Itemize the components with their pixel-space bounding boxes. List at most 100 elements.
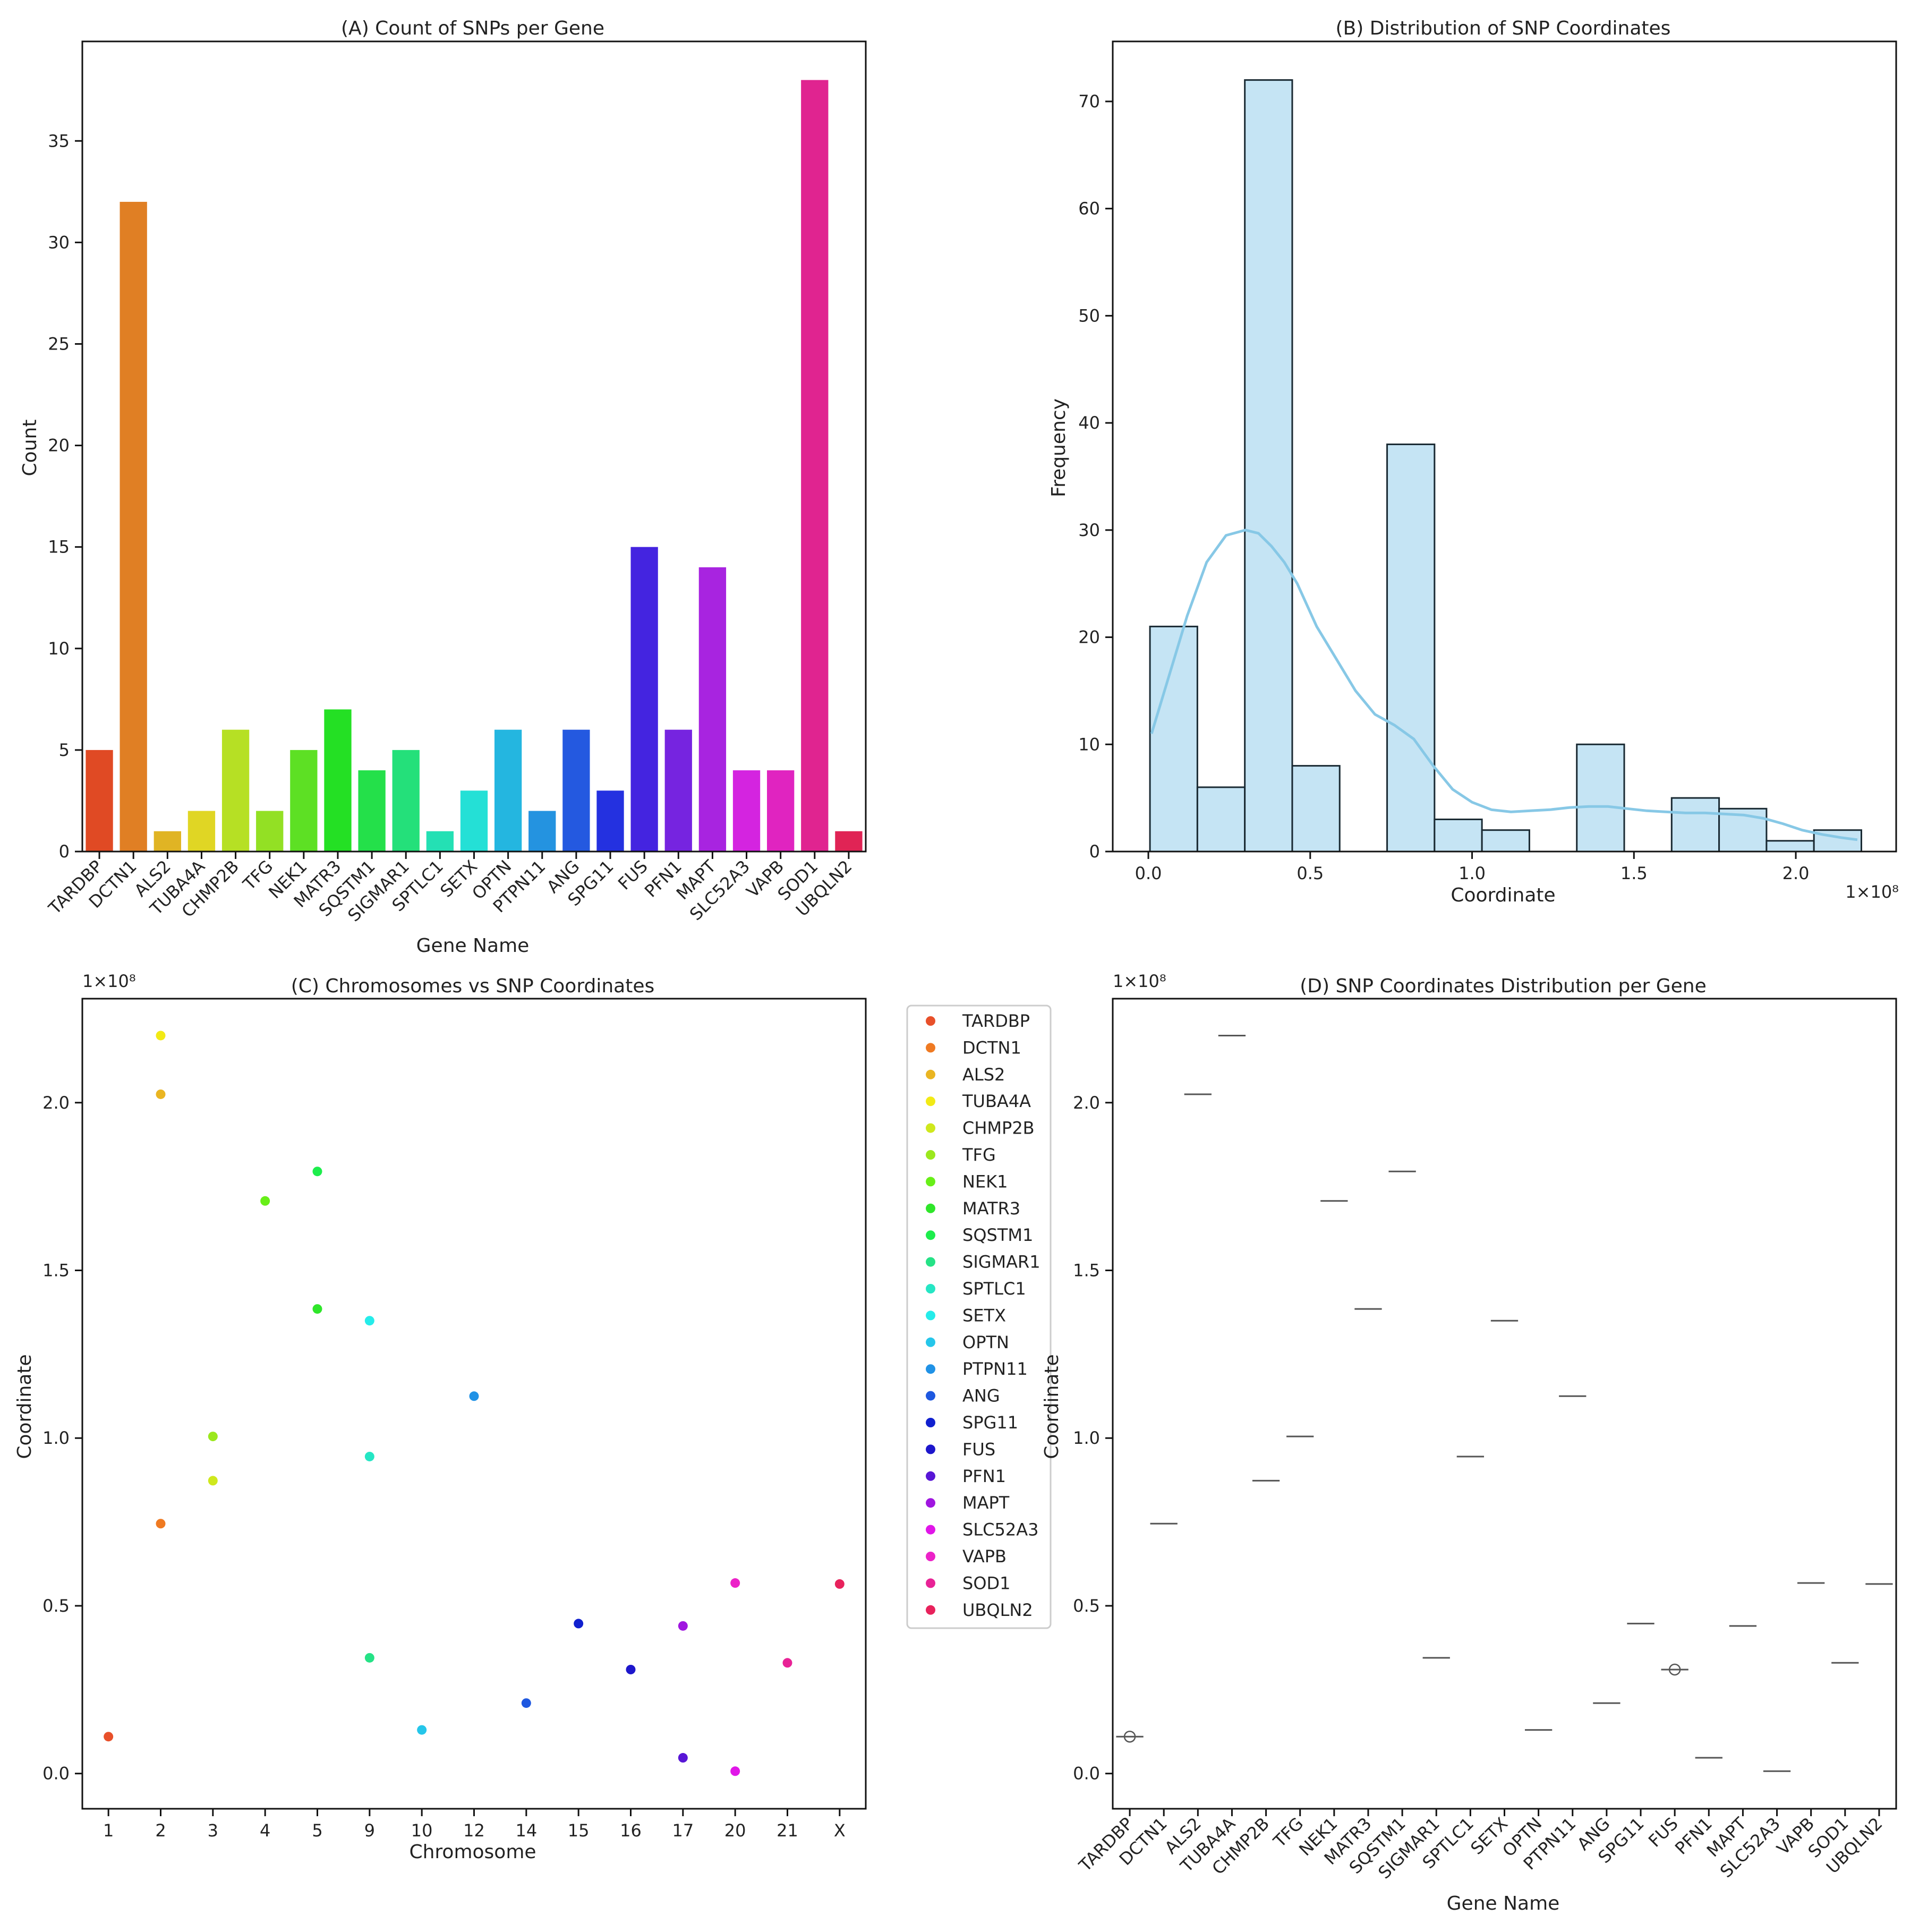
legend-marker <box>926 1552 935 1561</box>
x-tick-label: 14 <box>515 1820 537 1841</box>
bar-nek1 <box>290 750 318 852</box>
bar-spg11 <box>596 790 624 852</box>
legend-label: ALS2 <box>962 1065 1005 1085</box>
panel-c-legend: TARDBP DCTN1 ALS2 TUBA4A CHMP2B TFG NEK1 MATR3 S… <box>906 1005 1052 1629</box>
point-dctn1 <box>156 1519 166 1529</box>
legend-marker <box>926 1578 935 1588</box>
panel-b-kde-curve <box>1150 529 1858 841</box>
x-tick-label: 0.5 <box>1297 863 1324 883</box>
point-vapb <box>730 1578 740 1588</box>
panel-c-frame <box>81 998 867 1810</box>
point-sod1 <box>782 1658 792 1668</box>
point-nek1 <box>260 1196 270 1206</box>
legend-label: SETX <box>962 1305 1006 1325</box>
y-tick-label: 0.0 <box>1073 1764 1100 1784</box>
y-tick-label: 1.5 <box>1073 1260 1100 1280</box>
histogram-bin <box>1434 818 1483 853</box>
point-setx <box>364 1316 374 1326</box>
point-fus <box>626 1664 636 1674</box>
x-tick-label: 9 <box>364 1820 375 1841</box>
bar-als2 <box>153 831 181 852</box>
legend-label: FUS <box>962 1439 995 1459</box>
legend-marker <box>926 1123 935 1133</box>
bar-fus <box>630 547 658 852</box>
legend-marker <box>926 1203 935 1213</box>
x-tick-label: 20 <box>724 1820 746 1841</box>
x-tick-label: 12 <box>463 1820 485 1841</box>
bar-sod1 <box>801 80 829 852</box>
point-sqstm1 <box>312 1167 322 1177</box>
panel-b-title: (B) Distribution of SNP Coordinates <box>1336 18 1671 39</box>
panel-d-y-scale-label: 1×10⁸ <box>1113 971 1166 991</box>
bar-tuba4a <box>187 811 216 852</box>
panel-a-y-axis-label: Count <box>19 420 41 476</box>
legend-label: ANG <box>962 1386 1000 1406</box>
legend-label: VAPB <box>962 1546 1007 1567</box>
legend-box <box>906 1005 1052 1629</box>
panel-d-frame <box>1112 998 1897 1810</box>
panel-d-title: (D) SNP Coordinates Distribution per Gen… <box>1300 975 1706 997</box>
y-tick-label: 10 <box>48 639 70 659</box>
point-spg11 <box>574 1619 584 1629</box>
legend-marker <box>926 1257 935 1267</box>
bar-slc52a3 <box>732 770 761 852</box>
legend-marker <box>926 1471 935 1481</box>
bar-vapb <box>767 770 795 852</box>
legend-label: PTPN11 <box>962 1359 1028 1379</box>
point-ang <box>521 1698 531 1708</box>
legend-marker <box>926 1284 935 1293</box>
panel-a-frame <box>81 40 867 853</box>
point-chmp2b <box>208 1476 218 1486</box>
legend-label: SIGMAR1 <box>962 1252 1040 1272</box>
x-tick-label: 2 <box>155 1820 166 1841</box>
histogram-bin <box>1291 765 1341 853</box>
bar-chmp2b <box>221 729 250 852</box>
panel-b-frame <box>1112 40 1897 853</box>
y-tick-label: 15 <box>48 537 70 557</box>
bar-setx <box>460 790 488 852</box>
legend-label: DCTN1 <box>962 1037 1021 1058</box>
point-ptpn11 <box>469 1391 479 1401</box>
y-tick-label: 50 <box>1078 305 1100 326</box>
legend-label: SPTLC1 <box>962 1279 1026 1299</box>
histogram-bin <box>1766 840 1815 853</box>
panel-c-y-axis-label: Coordinate <box>14 1354 36 1459</box>
y-tick-label: 2.0 <box>1073 1093 1100 1113</box>
bar-pfn1 <box>664 729 692 852</box>
bar-sqstm1 <box>358 770 386 852</box>
x-tick-label: 3 <box>208 1820 218 1841</box>
y-tick-label: 20 <box>1078 627 1100 648</box>
legend-marker <box>926 1391 935 1401</box>
panel-d-x-axis-label: Gene Name <box>1447 1893 1560 1914</box>
legend-label: SOD1 <box>962 1573 1011 1593</box>
x-tick-label: 10 <box>411 1820 433 1841</box>
x-tick-label: 1 <box>103 1820 114 1841</box>
panel-a-title: (A) Count of SNPs per Gene <box>341 18 604 39</box>
bar-sptlc1 <box>426 831 454 852</box>
y-tick-label: 20 <box>48 436 70 456</box>
y-tick-label: 35 <box>48 131 70 151</box>
x-tick-label: 17 <box>672 1820 694 1841</box>
legend-marker <box>926 1418 935 1427</box>
legend-label: OPTN <box>962 1332 1009 1352</box>
x-tick-label: 5 <box>312 1820 322 1841</box>
x-tick-label: 0.0 <box>1135 863 1162 883</box>
point-mapt <box>678 1621 688 1631</box>
y-tick-label: 60 <box>1078 199 1100 219</box>
panel-c-y-scale-label: 1×10⁸ <box>82 971 136 991</box>
histogram-bin <box>1576 743 1625 853</box>
legend-marker <box>926 1230 935 1240</box>
legend-marker <box>926 1016 935 1026</box>
legend-marker <box>926 1069 935 1079</box>
y-tick-label: 40 <box>1078 413 1100 433</box>
histogram-bin <box>1670 797 1720 853</box>
y-tick-label: 0.0 <box>42 1764 70 1784</box>
point-tfg <box>208 1432 218 1442</box>
point-pfn1 <box>678 1753 688 1763</box>
legend-marker <box>926 1150 935 1160</box>
point-als2 <box>156 1089 166 1099</box>
legend-marker <box>926 1337 935 1347</box>
bar-ang <box>562 729 590 852</box>
y-tick-label: 1.0 <box>1073 1428 1100 1448</box>
legend-label: UBQLN2 <box>962 1600 1033 1620</box>
